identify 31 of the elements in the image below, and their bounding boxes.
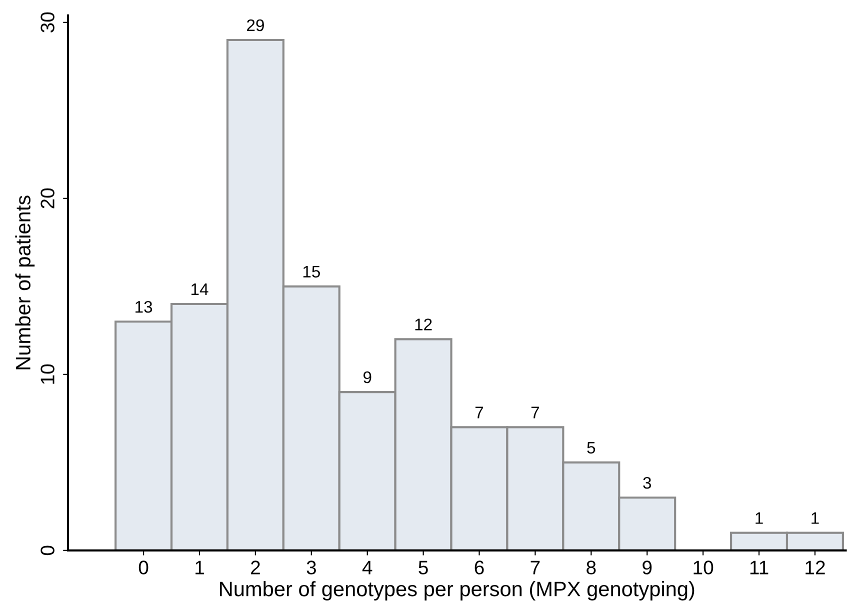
y-axis-title: Number of patients bbox=[15, 196, 35, 370]
data-label: 15 bbox=[303, 266, 320, 278]
data-label: 12 bbox=[415, 318, 432, 330]
y-tick-label: 0 bbox=[40, 546, 54, 556]
data-label: 13 bbox=[136, 300, 152, 313]
x-tick-label: 3 bbox=[306, 560, 316, 574]
x-tick-label: 12 bbox=[806, 560, 825, 574]
x-axis-title: Number of genotypes per person (MPX genotyping) bbox=[220, 581, 694, 600]
data-label: 1 bbox=[756, 512, 763, 524]
x-tick-label: 5 bbox=[418, 560, 428, 574]
data-label: 29 bbox=[247, 19, 264, 32]
x-tick-label: 7 bbox=[530, 560, 540, 574]
x-tick-label: 11 bbox=[750, 560, 768, 574]
x-tick-label: 2 bbox=[251, 560, 260, 574]
x-tick-label: 8 bbox=[586, 560, 596, 574]
data-label: 3 bbox=[643, 476, 652, 489]
data-label: 9 bbox=[363, 371, 372, 384]
y-tick-label: 10 bbox=[40, 364, 54, 384]
y-tick-label: 30 bbox=[40, 12, 54, 32]
data-label: 14 bbox=[191, 284, 208, 296]
x-tick-label: 10 bbox=[694, 560, 714, 574]
data-label: 7 bbox=[531, 406, 540, 418]
x-tick-label: 0 bbox=[138, 560, 148, 574]
x-tick-label: 9 bbox=[642, 560, 652, 574]
y-tick-label: 20 bbox=[40, 188, 54, 208]
x-tick-label: 4 bbox=[362, 560, 372, 574]
data-label: 5 bbox=[587, 442, 596, 454]
data-label: 1 bbox=[812, 512, 819, 524]
data-label: 7 bbox=[475, 406, 484, 418]
x-tick-label: 6 bbox=[474, 560, 484, 574]
x-tick-label: 1 bbox=[196, 560, 204, 574]
